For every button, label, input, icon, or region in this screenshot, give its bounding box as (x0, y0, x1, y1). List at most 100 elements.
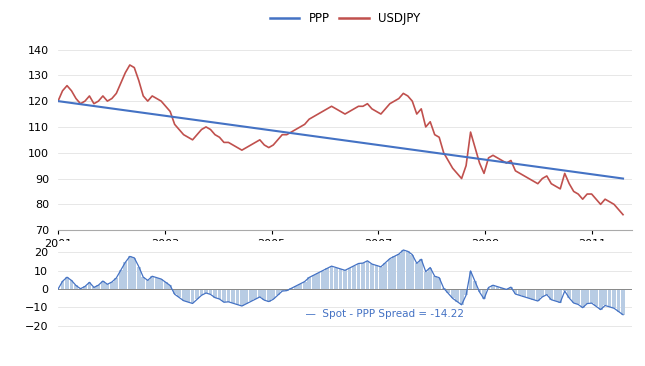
Bar (298, 284, 302, 289)
Bar (424, 272, 428, 289)
Bar (235, 289, 239, 305)
Bar (137, 266, 141, 289)
Bar (473, 281, 477, 289)
Bar (491, 285, 495, 289)
Bar (186, 289, 190, 302)
Bar (204, 289, 208, 293)
Bar (253, 289, 257, 299)
Bar (208, 289, 212, 294)
Bar (88, 282, 92, 289)
Bar (478, 289, 481, 292)
Bar (146, 280, 150, 289)
Bar (594, 289, 598, 306)
Legend: PPP, USDJPY: PPP, USDJPY (265, 8, 425, 30)
Bar (74, 285, 78, 289)
Bar (325, 268, 329, 289)
Bar (388, 259, 392, 289)
Bar (541, 289, 544, 297)
Bar (352, 266, 356, 289)
Bar (70, 280, 74, 289)
Bar (522, 289, 526, 297)
Bar (240, 289, 244, 306)
Bar (433, 276, 437, 289)
Bar (173, 289, 177, 294)
Bar (348, 268, 352, 289)
Bar (568, 289, 571, 298)
Bar (550, 289, 553, 300)
Bar (141, 277, 145, 289)
Bar (518, 289, 522, 295)
Bar (580, 289, 584, 308)
Bar (92, 287, 96, 289)
Bar (110, 282, 114, 289)
Bar (231, 289, 235, 303)
Bar (460, 289, 464, 305)
Bar (106, 284, 109, 289)
Bar (590, 289, 593, 303)
Bar (83, 287, 87, 289)
Bar (97, 285, 101, 289)
Bar (482, 289, 486, 299)
Bar (276, 289, 280, 295)
Bar (379, 267, 382, 289)
Bar (384, 263, 387, 289)
Bar (272, 289, 275, 299)
Bar (531, 289, 535, 300)
Bar (392, 256, 396, 289)
Bar (61, 281, 64, 289)
Bar (164, 282, 168, 289)
Bar (334, 268, 338, 289)
Bar (150, 276, 154, 289)
Bar (285, 289, 288, 291)
Bar (339, 269, 342, 289)
Bar (343, 270, 347, 289)
Bar (330, 266, 333, 289)
Bar (303, 281, 306, 289)
Bar (406, 251, 410, 289)
Bar (128, 257, 132, 289)
Bar (249, 289, 253, 302)
Bar (599, 289, 602, 310)
Bar (119, 270, 123, 289)
Bar (419, 259, 423, 289)
Bar (608, 289, 611, 307)
Bar (65, 277, 69, 289)
Bar (375, 265, 379, 289)
Bar (267, 289, 271, 302)
Bar (397, 254, 401, 289)
Bar (442, 288, 446, 289)
Bar (217, 289, 221, 299)
Bar (366, 261, 370, 289)
Bar (168, 285, 172, 289)
Bar (428, 268, 432, 289)
Bar (177, 289, 181, 298)
Bar (572, 289, 575, 303)
Bar (321, 271, 324, 289)
Bar (455, 289, 459, 302)
Bar (612, 289, 616, 308)
Bar (357, 264, 361, 289)
Bar (200, 289, 203, 295)
Bar (536, 289, 540, 301)
Bar (545, 289, 549, 295)
Bar (361, 263, 365, 289)
Bar (312, 275, 315, 289)
Bar (401, 250, 405, 289)
Bar (222, 289, 226, 302)
Bar (159, 279, 163, 289)
Bar (155, 278, 159, 289)
Bar (195, 289, 199, 299)
Bar (451, 289, 455, 298)
Bar (182, 289, 186, 301)
Bar (495, 287, 499, 289)
Bar (437, 278, 441, 289)
Bar (513, 289, 517, 294)
Text: —  Spot - PPP Spread = -14.22: — Spot - PPP Spread = -14.22 (299, 309, 464, 318)
Bar (226, 289, 230, 302)
Bar (464, 289, 468, 295)
Bar (469, 271, 473, 289)
Bar (500, 288, 504, 289)
Bar (576, 289, 580, 305)
Bar (527, 289, 531, 298)
Bar (132, 258, 136, 289)
